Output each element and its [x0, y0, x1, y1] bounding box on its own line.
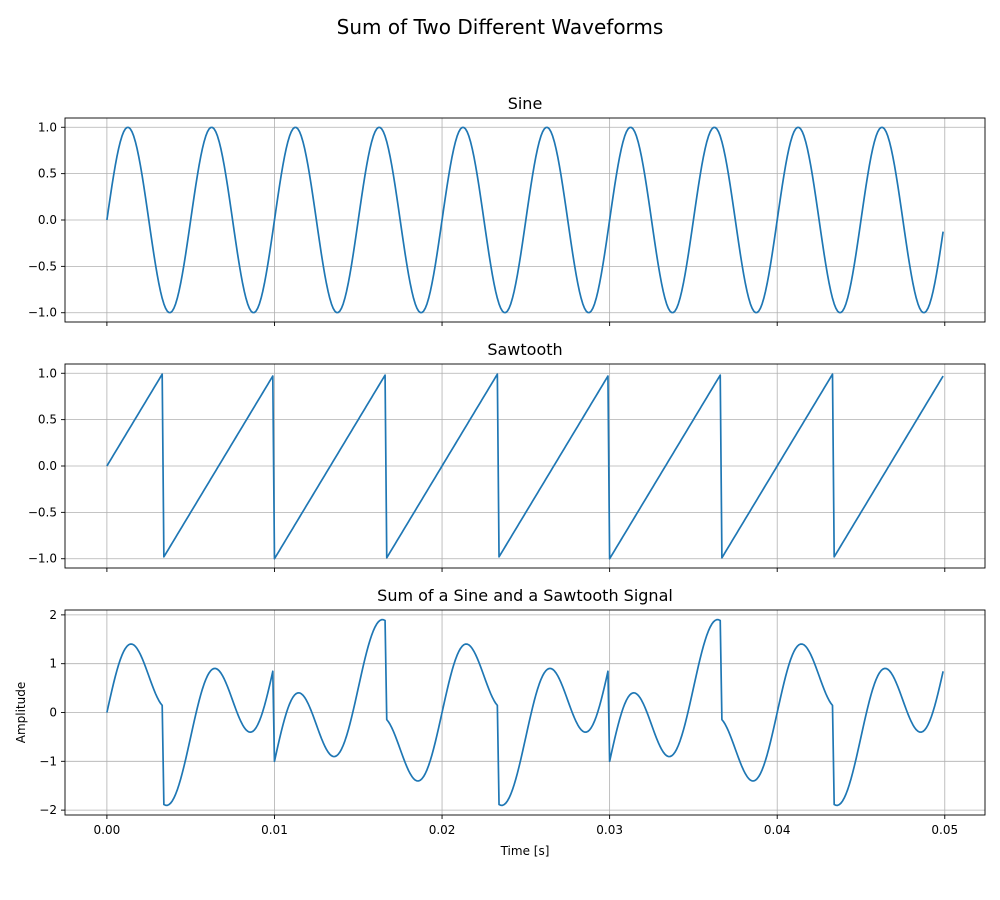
y-tick-label: −2: [39, 803, 57, 817]
subplot-title: Sum of a Sine and a Sawtooth Signal: [377, 586, 673, 605]
series-line: [106, 126, 944, 314]
subplot-2: Sawtooth −1.0 −0.5 0.0 0.5 1.0: [28, 340, 986, 572]
subplot-1: Sine −1.0 −0.5 0.0 0.5 1.0: [28, 94, 986, 326]
y-tick-label: 0.5: [38, 167, 57, 181]
y-tick-label: −0.5: [28, 505, 57, 519]
y-tick-label: 2: [49, 608, 57, 622]
y-tick-label: 0: [49, 706, 57, 720]
x-axis-label: Time [s]: [500, 844, 550, 858]
series-line: [106, 618, 944, 807]
y-tick-label: −1: [39, 754, 57, 768]
y-tick-label: 1.0: [38, 366, 57, 380]
subplot-3: Sum of a Sine and a Sawtooth Signal 0.00 0…: [14, 586, 986, 858]
series-line: [106, 373, 944, 560]
subplot-title: Sine: [508, 94, 543, 113]
y-tick-label: −1.0: [28, 552, 57, 566]
x-tick-label: 0.01: [261, 823, 288, 837]
figure-suptitle: Sum of Two Different Waveforms: [337, 15, 664, 39]
x-tick-label: 0.00: [94, 823, 121, 837]
y-tick-label: 1.0: [38, 120, 57, 134]
y-axis-label: Amplitude: [14, 682, 28, 744]
y-tick-label: −1.0: [28, 306, 57, 320]
y-tick-label: 0.5: [38, 413, 57, 427]
y-tick-label: 1: [49, 657, 57, 671]
x-tick-label: 0.02: [429, 823, 456, 837]
x-tick-label: 0.03: [596, 823, 623, 837]
subplots: Sine −1.0 −0.5 0.0 0.5 1.0 Sawtooth −1.0 −0.5 0.0…: [14, 94, 986, 858]
x-tick-label: 0.05: [931, 823, 958, 837]
subplot-title: Sawtooth: [487, 340, 562, 359]
y-tick-label: 0.0: [38, 459, 57, 473]
y-tick-label: −0.5: [28, 259, 57, 273]
y-tick-label: 0.0: [38, 213, 57, 227]
x-tick-label: 0.04: [764, 823, 791, 837]
